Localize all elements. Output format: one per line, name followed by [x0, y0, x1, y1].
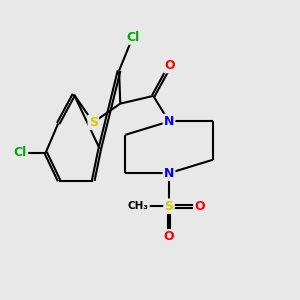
Text: O: O — [194, 200, 205, 213]
Text: S: S — [89, 116, 98, 129]
Text: Cl: Cl — [14, 146, 27, 159]
Text: Cl: Cl — [126, 31, 140, 44]
Text: CH₃: CH₃ — [128, 201, 149, 211]
Text: N: N — [164, 115, 174, 128]
Text: O: O — [164, 230, 174, 243]
Text: S: S — [164, 200, 173, 213]
Text: N: N — [164, 167, 174, 180]
Text: O: O — [165, 59, 175, 72]
